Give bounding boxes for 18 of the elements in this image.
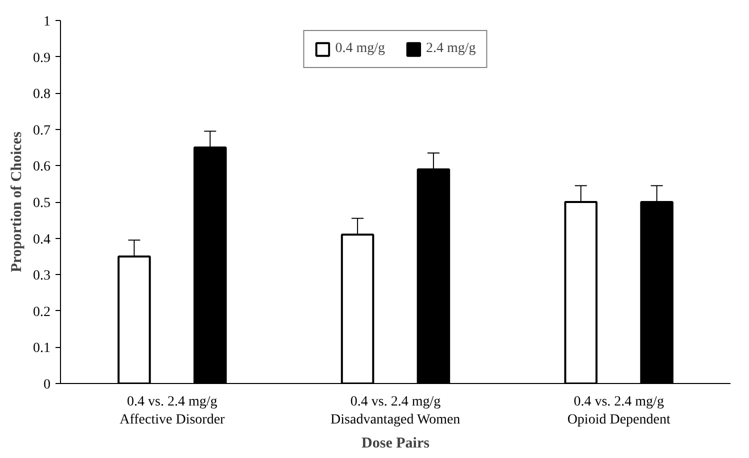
y-tick-label: 0.6 bbox=[33, 160, 50, 175]
y-tick-label: 0 bbox=[44, 378, 50, 392]
y-tick-label: 0.2 bbox=[33, 304, 50, 320]
x-axis-title: Dose Pairs bbox=[362, 436, 430, 452]
y-tick-label: 1 bbox=[44, 14, 50, 30]
y-tick-label: 0.7 bbox=[33, 123, 50, 138]
y-tick-label: 0.1 bbox=[33, 341, 50, 356]
x-tick-label: 0.4 vs. 2.4 mg/g Opioid Dependent bbox=[567, 394, 670, 428]
y-tick-label: 0.8 bbox=[33, 87, 50, 102]
x-tick-label: 0.4 vs. 2.4 mg/g Disadvantaged Women bbox=[330, 394, 460, 428]
legend-label: 2.4 mg/g bbox=[426, 41, 476, 57]
legend-label: 0.4 mg/g bbox=[335, 41, 385, 57]
y-tick-label: 0.4 bbox=[33, 232, 50, 248]
y-axis-title: Proportion of Choices bbox=[9, 132, 25, 272]
y-tick-label: 0.5 bbox=[33, 196, 50, 211]
x-tick-label: 0.4 vs. 2.4 mg/g Affective Disorder bbox=[120, 394, 226, 428]
y-tick-label: 0.9 bbox=[33, 50, 50, 66]
y-tick-label: 0.3 bbox=[33, 268, 50, 284]
